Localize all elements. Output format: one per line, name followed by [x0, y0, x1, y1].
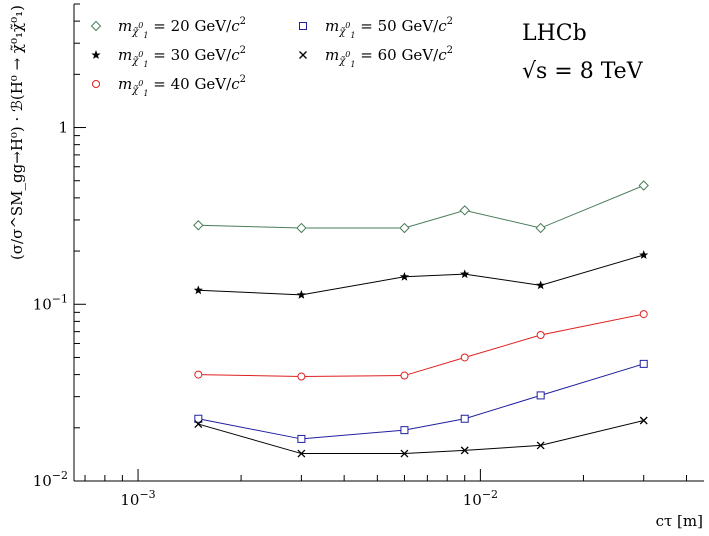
- series-line: [198, 185, 644, 229]
- series-1: [193, 180, 649, 234]
- legend-label: mχ̃01 = 40 GeV/c2: [118, 74, 246, 98]
- data-point: [194, 420, 203, 429]
- y-tick-label: 10−2: [33, 469, 68, 490]
- data-point: [193, 285, 203, 295]
- data-point: [460, 446, 469, 455]
- series-3: [194, 310, 648, 381]
- data-point: [639, 359, 648, 368]
- y-tick-label: 1: [58, 119, 68, 137]
- data-point: [399, 271, 410, 281]
- data-point: [536, 391, 545, 400]
- data-point: [638, 180, 649, 191]
- y-axis-label: (σ/σ^SM_gg→H⁰) · ℬ(H⁰ → χ̃⁰₁χ̃⁰₁): [8, 5, 26, 260]
- data-point: [460, 353, 469, 362]
- legend-item: mχ̃01 = 60 GeV/c2: [299, 45, 453, 69]
- series-2: [193, 250, 649, 299]
- data-point: [297, 449, 306, 458]
- legend-label: mχ̃01 = 60 GeV/c2: [325, 45, 453, 69]
- legend-label: mχ̃01 = 30 GeV/c2: [118, 45, 246, 69]
- y-tick-label: 10−1: [33, 292, 68, 313]
- data-point: [400, 371, 409, 380]
- x-tick-label: 10−3: [120, 488, 155, 509]
- legend-item: mχ̃01 = 50 GeV/c2: [299, 16, 453, 40]
- data-point: [536, 331, 545, 340]
- data-point: [194, 370, 203, 379]
- experiment-label: LHCb √s = 8 TeV: [522, 21, 644, 84]
- series-5: [194, 416, 648, 458]
- data-point: [536, 280, 546, 290]
- experiment-name: LHCb: [522, 21, 587, 46]
- legend-marker: [299, 22, 307, 30]
- data-point: [460, 414, 469, 423]
- data-point: [639, 416, 648, 425]
- series-line: [198, 419, 644, 455]
- data-point: [297, 434, 306, 443]
- legend-marker: [90, 20, 102, 32]
- data-point: [296, 222, 307, 234]
- legend-marker: [299, 51, 307, 59]
- data-point: [194, 414, 203, 423]
- data-point: [535, 222, 546, 234]
- x-tick-label: 10−2: [463, 488, 498, 509]
- data-point: [399, 222, 410, 234]
- series-line: [198, 254, 644, 296]
- data-point: [639, 250, 649, 259]
- series-layer: [193, 180, 649, 458]
- data-point: [536, 441, 545, 450]
- energy-label: √s = 8 TeV: [522, 59, 644, 84]
- legend: mχ̃01 = 20 GeV/c2 mχ̃01 = 30 GeV/c2 mχ̃01 …: [90, 16, 453, 98]
- legend-marker: [91, 50, 101, 59]
- legend-label: mχ̃01 = 50 GeV/c2: [325, 16, 453, 40]
- data-point: [296, 290, 306, 299]
- legend-item: mχ̃01 = 30 GeV/c2: [91, 45, 246, 69]
- legend-label: mχ̃01 = 20 GeV/c2: [118, 16, 246, 40]
- legend-item: mχ̃01 = 20 GeV/c2: [90, 16, 246, 40]
- data-point: [193, 220, 204, 231]
- data-point: [297, 372, 306, 381]
- x-axis-label: cτ [m]: [656, 512, 703, 530]
- series-line: [198, 363, 644, 440]
- data-point: [460, 269, 470, 279]
- legend-item: mχ̃01 = 40 GeV/c2: [92, 74, 246, 98]
- series-line: [198, 313, 644, 378]
- data-point: [400, 426, 409, 435]
- series-4: [194, 359, 648, 443]
- data-point: [459, 205, 470, 216]
- data-point: [639, 310, 648, 319]
- legend-marker: [92, 80, 100, 88]
- data-point: [400, 449, 409, 458]
